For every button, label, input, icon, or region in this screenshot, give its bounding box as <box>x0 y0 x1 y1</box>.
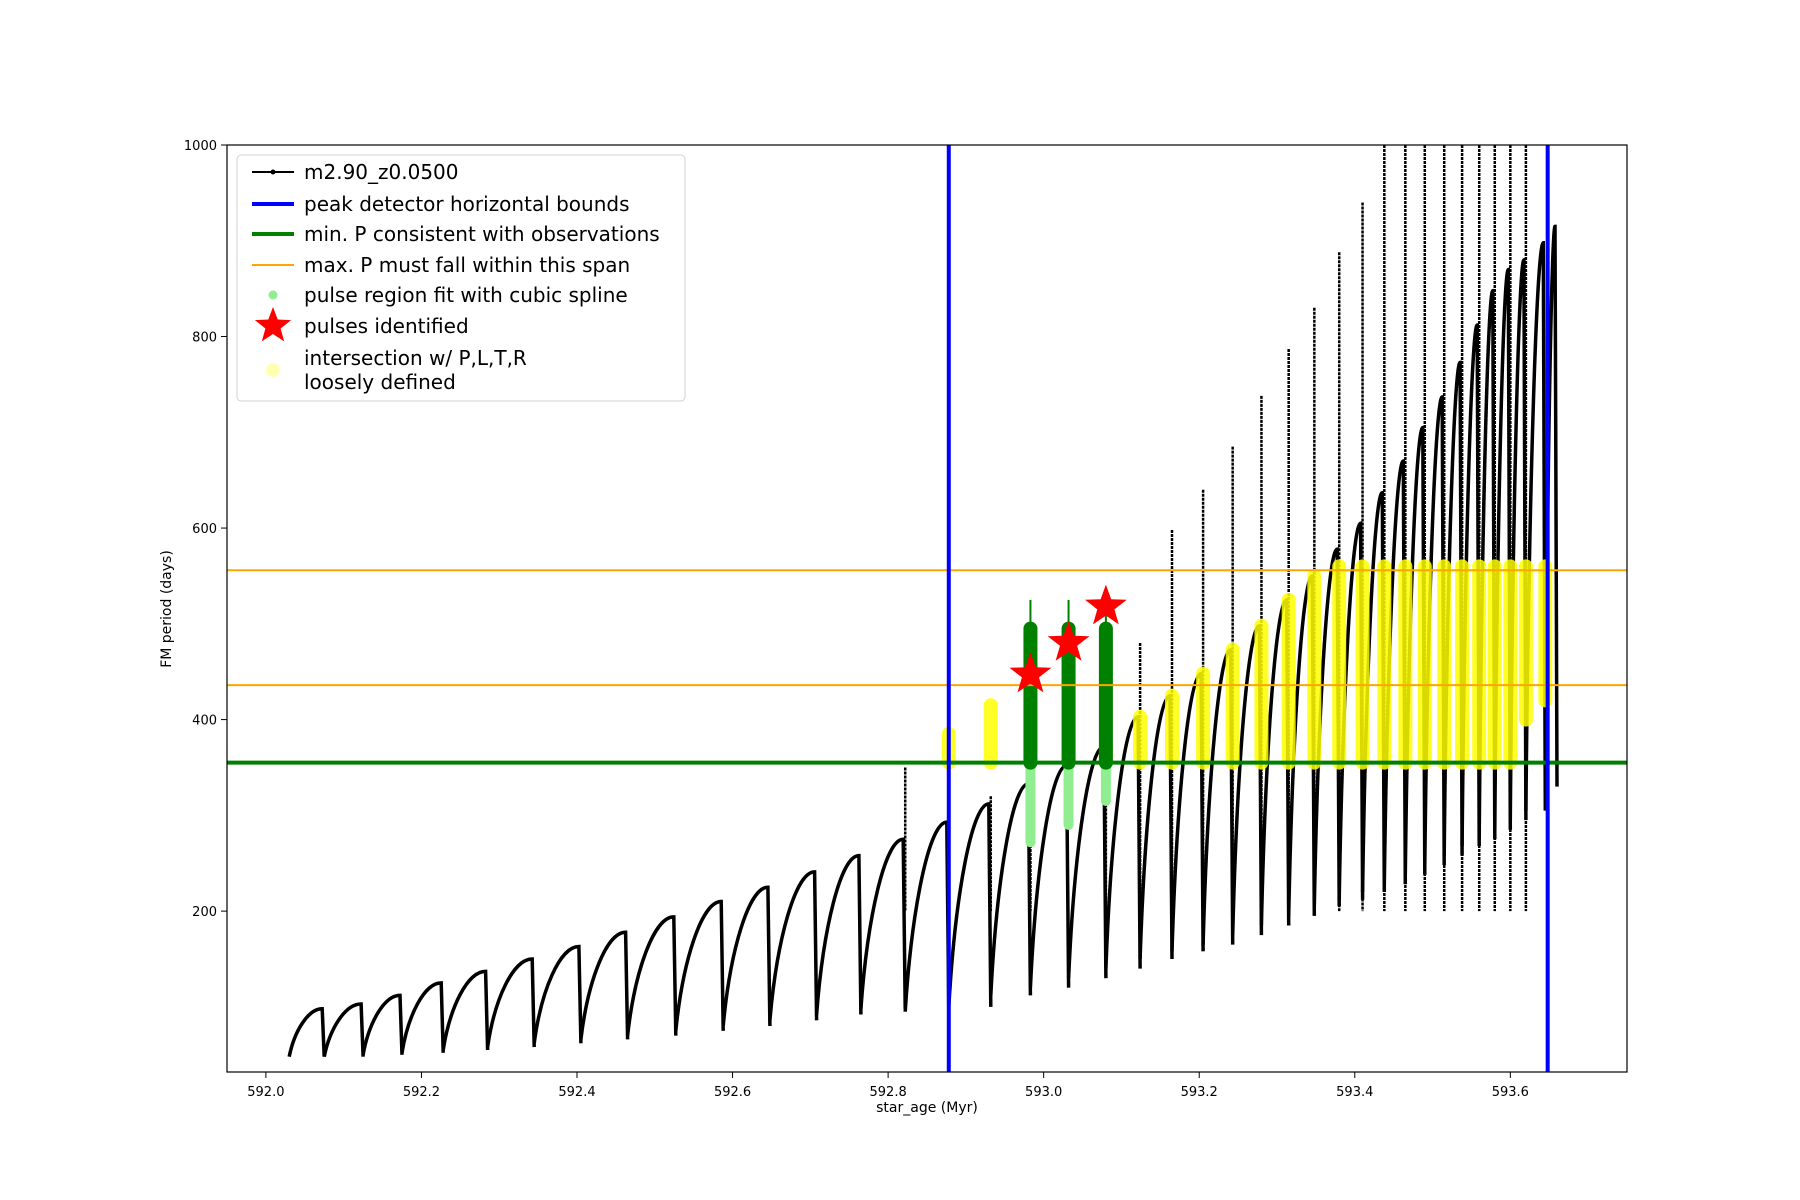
legend-icon-spline <box>268 290 278 300</box>
x-axis: 592.0 592.2 592.4 592.6 592.8 593.0 593.2 593.4… <box>247 1072 1529 1100</box>
x-tick-label: 593.0 <box>1025 1085 1062 1100</box>
legend-label-5: pulse region fit with cubic spline <box>304 283 628 307</box>
legend-label-3: min. P consistent with observations <box>304 222 660 246</box>
model-pulse-cycle-30 <box>1382 459 1408 885</box>
x-tick-label: 592.6 <box>714 1085 751 1100</box>
model-pulse-cycle-18 <box>1028 763 1071 988</box>
legend-icon-star <box>254 307 292 342</box>
model-pulse-cycle-27 <box>1312 547 1341 907</box>
model-pulse-cycle-2 <box>322 1002 365 1058</box>
legend-label-7: loosely defined <box>304 370 456 394</box>
model-pulse-cycle-14 <box>859 837 907 1009</box>
legend-label-7: intersection w/ P,L,T,R <box>304 346 527 370</box>
model-pulse-cycle-5 <box>441 969 490 1051</box>
y-axis: 200 400 600 800 1000 <box>184 139 227 920</box>
pulse-star-3 <box>1085 584 1127 625</box>
model-pulse-cycle-4 <box>400 981 445 1054</box>
legend-label-6: pulses identified <box>304 314 469 338</box>
pulse-star-1 <box>1009 652 1052 693</box>
x-tick-label: 593.4 <box>1336 1085 1373 1100</box>
x-tick-label: 592.8 <box>870 1085 907 1100</box>
x-tick-label: 592.4 <box>558 1085 595 1100</box>
x-tick-label: 592.0 <box>247 1085 284 1100</box>
y-tick-label: 400 <box>192 714 217 729</box>
legend-box <box>236 154 686 402</box>
model-pulse-cycle-31 <box>1403 425 1427 875</box>
legend-icon-intersection <box>266 363 280 377</box>
x-tick-label: 593.6 <box>1492 1085 1529 1100</box>
model-pulse-cycle-7 <box>532 944 583 1044</box>
legend-label-4: max. P must fall within this span <box>304 253 630 277</box>
legend-label-1: m2.90_z0.0500 <box>304 160 459 184</box>
legend-label-2: peak detector horizontal bounds <box>304 192 630 216</box>
pulse-star-2 <box>1047 621 1090 661</box>
x-tick-label: 592.2 <box>403 1085 440 1100</box>
model-pulse-cycle-11 <box>721 885 772 1027</box>
model-pulse-cycle-29 <box>1360 490 1387 893</box>
y-tick-label: 200 <box>192 905 217 920</box>
y-tick-label: 800 <box>192 331 217 346</box>
x-axis-label: star_age (Myr) <box>876 1100 978 1116</box>
model-pulse-cycle-9 <box>625 915 678 1036</box>
model-pulse-cycle-6 <box>485 957 536 1048</box>
legend-icon-model-marker <box>270 169 276 175</box>
model-pulse-cycle-16 <box>947 802 993 1007</box>
model-pulse-cycle-3 <box>361 993 404 1056</box>
model-pulse-cycle-12 <box>768 870 819 1021</box>
model-pulse-cycle-28 <box>1337 521 1365 900</box>
model-pulse-cycle-17 <box>989 781 1033 996</box>
plot-area <box>227 145 1627 1072</box>
y-tick-label: 1000 <box>184 139 217 154</box>
x-tick-label: 593.2 <box>1181 1085 1218 1100</box>
axes-frame <box>226 144 1628 1073</box>
model-pulse-cycle-8 <box>579 930 630 1040</box>
y-axis-label: FM period (days) <box>159 550 175 668</box>
model-pulse-cycle-15 <box>903 820 951 1012</box>
model-pulse-cycle-13 <box>814 853 863 1015</box>
model-pulse-cycle-1 <box>287 1007 326 1058</box>
model-pulse-cycle-10 <box>674 899 725 1031</box>
y-tick-label: 600 <box>192 522 217 537</box>
